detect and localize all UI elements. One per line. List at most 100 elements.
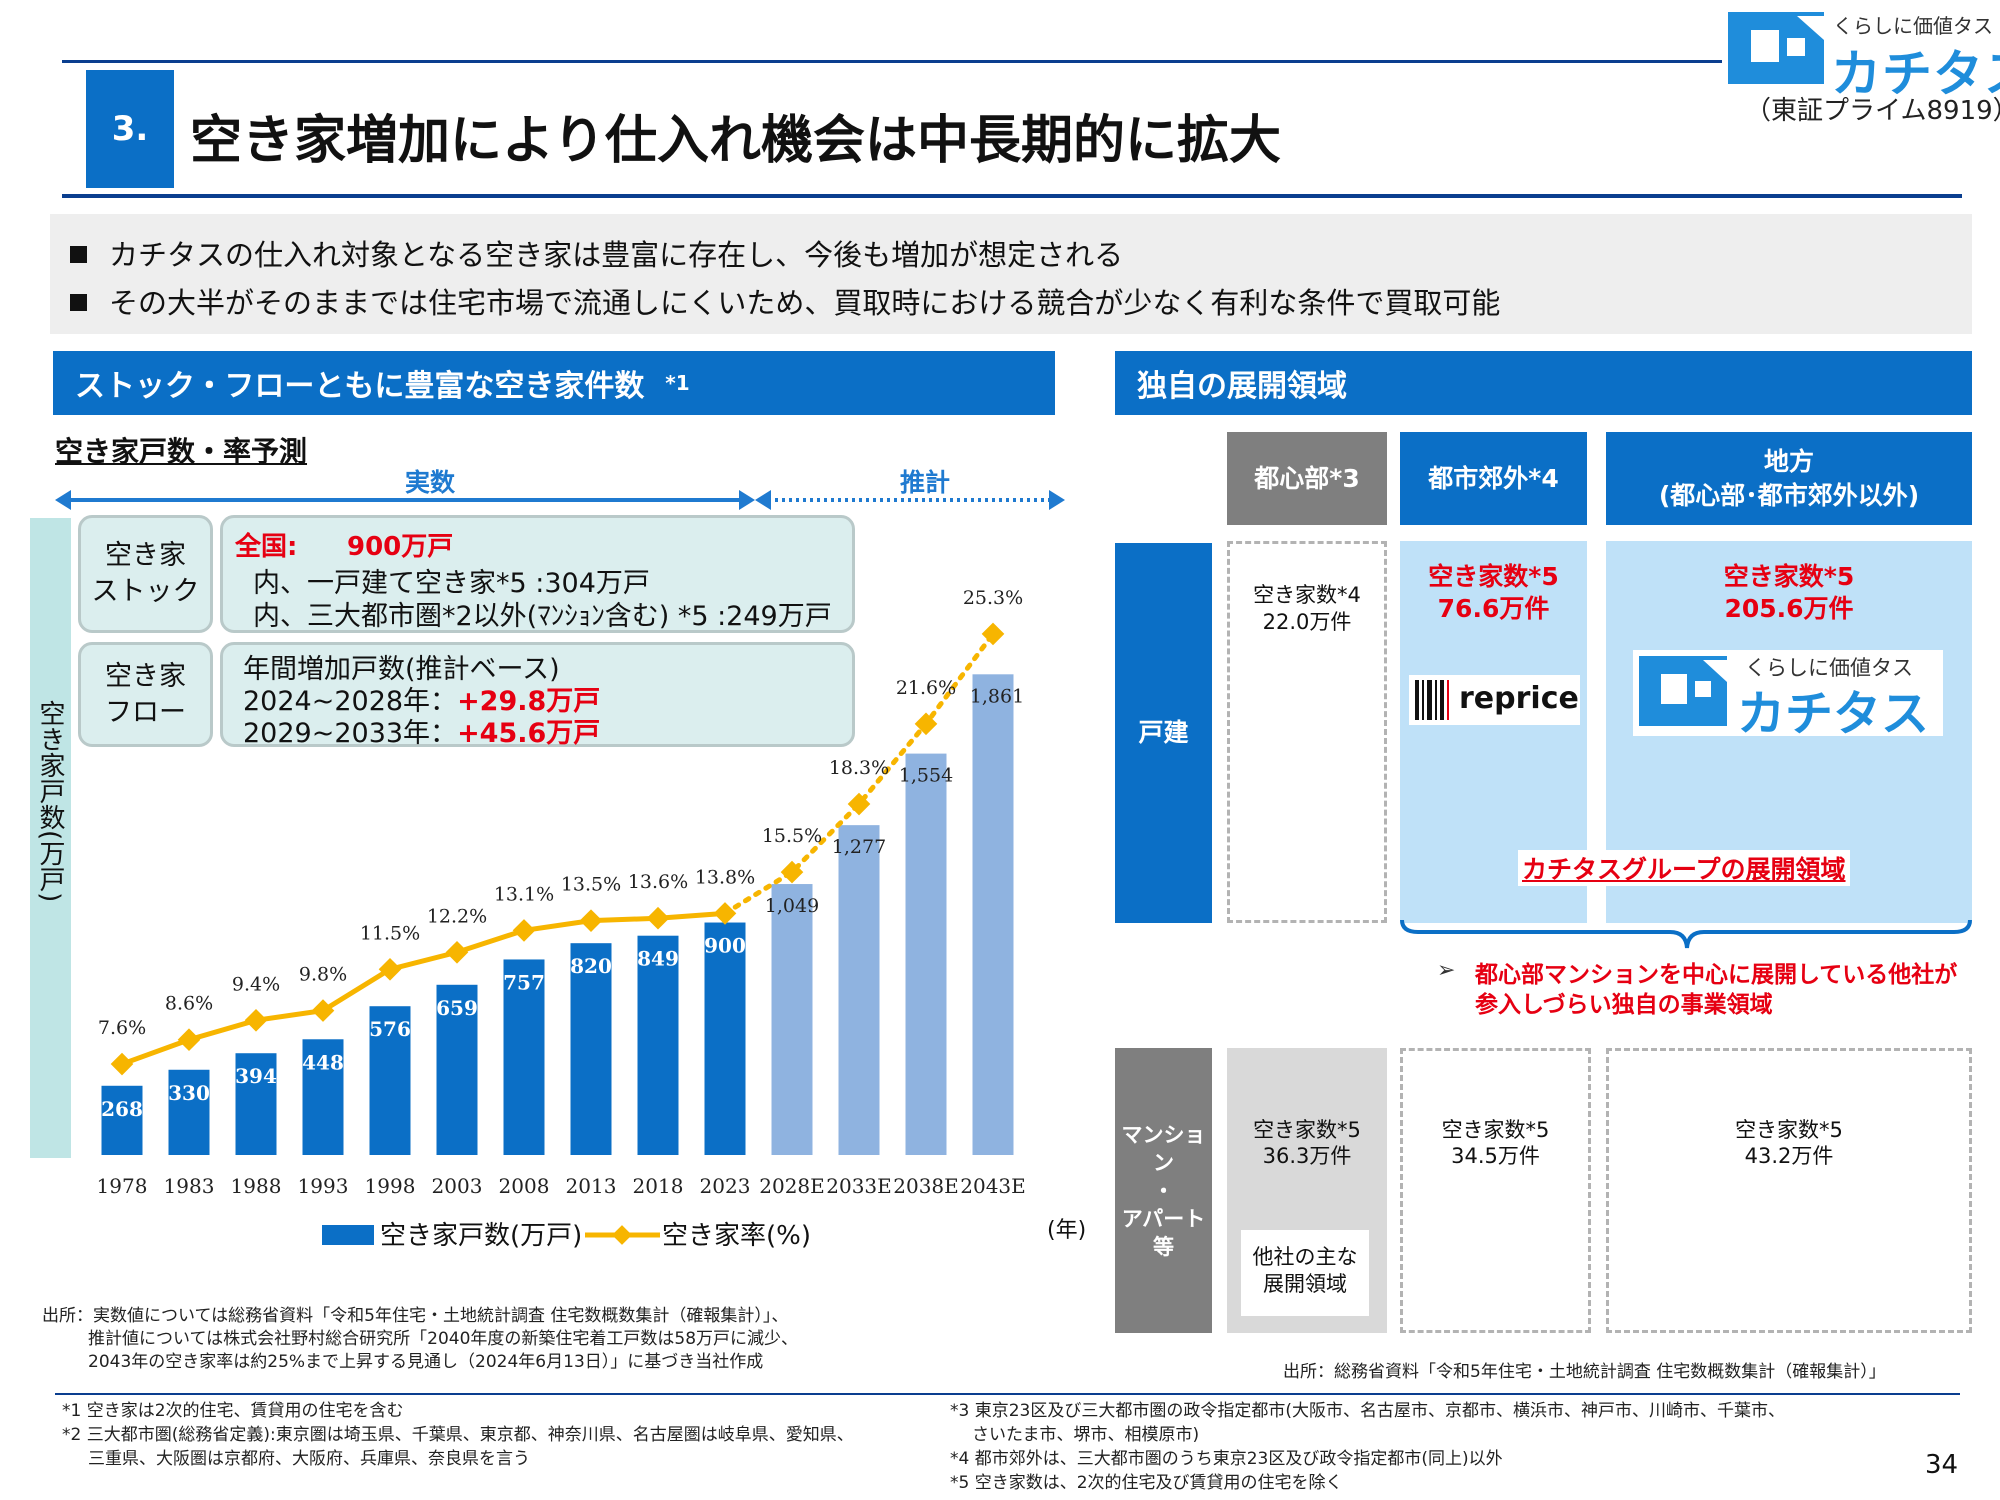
col-header-rural: 地方 (都心部･都市郊外以外)	[1606, 432, 1972, 525]
chart-bar	[369, 1006, 411, 1155]
cell-house-urban	[1227, 541, 1387, 923]
actual-arrow-right-icon	[739, 490, 755, 510]
row-header-mansion-line: アパート	[1121, 1206, 1206, 1231]
cell-mansion-suburb-value: 34.5万件	[1451, 1144, 1540, 1168]
bullet-square-icon	[70, 294, 87, 311]
katitas-logo-mark	[1728, 12, 1824, 84]
chart-bar	[235, 1053, 277, 1155]
flow-detail-box: 年間増加戸数(推計ベース) 2024~2028年：+29.8万戸 2029~20…	[220, 642, 855, 749]
x-tick-label: 2003	[432, 1174, 483, 1198]
cell-house-suburb-value: 76.6万件	[1437, 594, 1550, 623]
cell-mansion-rural-label: 空き家数*5	[1735, 1118, 1843, 1142]
rate-line-actual	[121, 910, 726, 1067]
col-header-suburb: 都市郊外*4	[1400, 432, 1587, 525]
legend-bar-swatch	[322, 1225, 374, 1245]
bar-value-label: 1,277	[832, 836, 886, 858]
cell-mansion-rural	[1606, 1048, 1972, 1333]
chart-bar	[570, 943, 612, 1155]
stock-detail-box: 全国: 900万戸 内、一戸建て空き家*5 :304万戸 内、三大都市圏*2以外…	[220, 515, 855, 633]
katitas-logo-cell: くらしに価値タス カチタス	[1633, 650, 1943, 742]
rate-marker	[445, 940, 469, 964]
x-tick-label: 2043E	[960, 1174, 1026, 1198]
x-tick-label: 1978	[97, 1174, 148, 1198]
footnote-1: *1 空き家は2次的住宅、賃貸用の住宅を含む	[62, 1401, 404, 1421]
rate-value-label: 9.8%	[299, 964, 347, 986]
x-tick-label: 2008	[499, 1174, 550, 1198]
bar-value-label: 659	[436, 996, 478, 1020]
rate-value-label: 25.3%	[963, 587, 1023, 609]
note-arrow-icon: ➢	[1437, 958, 1456, 983]
chart-bar	[302, 1039, 344, 1155]
katitas-logo-mark	[1639, 656, 1727, 726]
flow-value: +29.8万戸	[457, 686, 601, 717]
cell-house-urban-value: 22.0万件	[1262, 610, 1352, 634]
x-tick-label: 2018	[633, 1174, 684, 1198]
other-area-line: 展開領域	[1263, 1272, 1347, 1296]
chart-bar	[704, 922, 746, 1155]
flow-value: +45.6万戸	[457, 718, 601, 749]
rate-marker	[713, 902, 737, 925]
rate-value-label: 21.6%	[896, 677, 956, 699]
left-section-title: ストック・フローともに豊富な空き家件数	[75, 369, 645, 404]
rate-value-label: 8.6%	[165, 993, 213, 1015]
cell-house-rural-label: 空き家数*5	[1723, 562, 1855, 591]
x-tick-label: 1998	[365, 1174, 416, 1198]
rate-value-label: 13.1%	[494, 883, 554, 905]
group-area-label: カチタスグループの展開領域	[1518, 850, 1850, 886]
cell-house-urban-label: 空き家数*4	[1253, 583, 1361, 607]
logo-name: カチタス	[1831, 45, 2000, 103]
section-number-box: 3.	[86, 70, 174, 188]
rate-value-label: 13.5%	[561, 874, 621, 896]
note-line: 参入しづらい独自の事業領域	[1475, 992, 1773, 1018]
estimate-arrow-right-icon	[1049, 490, 1065, 510]
bullet-square-icon	[70, 246, 87, 263]
bar-value-label: 1,554	[899, 765, 953, 787]
x-tick-label: 1988	[231, 1174, 282, 1198]
actual-arrow-left-icon	[55, 490, 71, 510]
rate-marker	[177, 1028, 201, 1052]
bar-value-label: 900	[704, 934, 746, 958]
reprice-barcode-icon	[1415, 680, 1449, 720]
rate-value-label: 9.4%	[232, 973, 280, 995]
bar-value-label: 849	[637, 947, 679, 971]
col-header-rural-line: (都心部･都市郊外以外)	[1658, 480, 1920, 510]
rate-value-label: 12.2%	[427, 905, 487, 927]
stock-ticker: （東証プライム8919）	[1745, 96, 2000, 126]
right-source: 出所：総務省資料「令和5年住宅・土地統計調査 住宅数概数集計（確報集計）」	[1283, 1362, 1886, 1382]
bar-value-label: 394	[235, 1064, 277, 1088]
estimate-arrow-left-icon	[755, 490, 771, 510]
footnote-3: *3 東京23区及び三大都市圏の政令指定都市(大阪市、名古屋市、京都市、横浜市、…	[950, 1401, 1785, 1421]
summary-bullet: その大半がそのままでは住宅市場で流通しにくいため、買取時における競合が少なく有利…	[70, 280, 1500, 322]
cell-mansion-urban-value: 36.3万件	[1262, 1144, 1352, 1168]
stock-detached: 内、一戸建て空き家*5 :304万戸	[253, 568, 650, 599]
chart-bar	[637, 935, 679, 1155]
left-section-note: *1	[665, 371, 690, 395]
col-header-suburb-label: 都市郊外*4	[1428, 463, 1559, 493]
row-header-mansion-line: ・	[1153, 1178, 1174, 1203]
left-source-line: 2043年の空き家率は約25%まで上昇する見通し（2024年6月13日）」に基づ…	[88, 1352, 764, 1372]
row-header-mansion-line: マンション	[1121, 1122, 1206, 1175]
y-axis-label: 空き家戸数(万戸)	[35, 700, 65, 903]
flow-label-line: 空き家	[105, 661, 186, 692]
x-tick-label: 1983	[164, 1174, 215, 1198]
rate-value-label: 11.5%	[360, 922, 420, 944]
cell-house-rural-value: 205.6万件	[1724, 594, 1854, 623]
bar-value-label: 757	[503, 970, 545, 994]
col-header-urban: 都心部*3	[1227, 432, 1387, 525]
rate-marker	[981, 622, 1005, 646]
right-section-title: 独自の展開領域	[1137, 369, 1347, 404]
row-header-house-label: 戸建	[1138, 718, 1189, 747]
rate-marker	[780, 860, 804, 884]
rate-marker	[378, 957, 402, 981]
rate-value-label: 15.5%	[762, 825, 822, 847]
footnote-5: *5 空き家数は、2次的住宅及び賃貸用の住宅を除く	[950, 1473, 1343, 1493]
rate-marker	[311, 999, 335, 1022]
bar-value-label: 1,049	[765, 895, 819, 917]
group-area-brace	[1400, 919, 1972, 949]
col-header-rural-line: 地方	[1763, 446, 1814, 476]
rate-value-label: 18.3%	[829, 757, 889, 779]
actual-label: 実数	[405, 468, 456, 497]
summary-box: カチタスの仕入れ対象となる空き家は豊富に存在し、今後も増加が想定される その大半…	[50, 214, 1972, 334]
stock-label-box: 空き家 ストック	[78, 515, 213, 633]
bar-value-label: 268	[101, 1097, 143, 1121]
